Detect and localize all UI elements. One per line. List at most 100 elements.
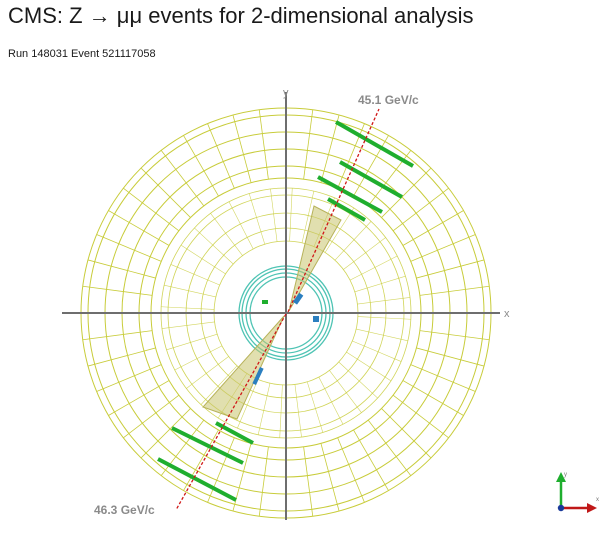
detector-segment (303, 446, 314, 517)
detector-segment (367, 419, 412, 476)
track-momentum-label-upper: 45.1 GeV/c (358, 93, 419, 107)
detector-segment (160, 150, 205, 207)
calorimeter-segment (357, 316, 411, 320)
muon-chamber-hit (339, 160, 403, 199)
detector-segment (140, 408, 191, 459)
track-momentum-label-lower: 46.3 GeV/c (94, 503, 155, 517)
calorimeter-segment (306, 381, 324, 433)
calo-deposit (292, 292, 304, 305)
xy-axes-icon: y x (556, 472, 599, 513)
detector-segment (207, 437, 235, 503)
detector-segment (108, 210, 170, 246)
detector-segment (320, 443, 340, 512)
detector-segment (392, 187, 449, 232)
detector-segment (303, 109, 314, 180)
calorimeter-segment (161, 321, 215, 329)
detector-segment (381, 167, 432, 218)
calorimeter-segment (334, 221, 372, 261)
calorimeter-segment (329, 370, 362, 413)
detector-segment (232, 114, 252, 183)
calorimeter-segment (194, 227, 234, 265)
detector-segment (82, 330, 153, 341)
detector-segment (258, 446, 269, 517)
energy-cone-lower (202, 315, 285, 420)
detector-segment (410, 364, 476, 392)
calorimeter-segment (164, 284, 216, 298)
calo-deposit (313, 316, 319, 322)
muon-chambers (157, 120, 414, 502)
detector-segment (416, 347, 485, 367)
calorimeter-segment (289, 188, 293, 242)
calorimeter-segment (318, 376, 344, 425)
calorimeter-segment (346, 351, 392, 382)
detector-segment (183, 135, 219, 197)
detector-segment (353, 429, 389, 491)
detector-segment (419, 285, 490, 296)
muon-chamber-hit (215, 421, 254, 445)
detector-segment (87, 259, 156, 279)
muon-chamber-hit (327, 197, 366, 222)
calorimeter-segment (352, 340, 402, 362)
detector-segment (410, 234, 476, 262)
calorimeter-segment (161, 306, 215, 310)
calorimeter-segment (186, 356, 229, 389)
calorimeter-segment (324, 207, 355, 253)
muon-track-lower (175, 313, 287, 511)
calorimeter-segment (338, 361, 378, 399)
detector-segment (419, 330, 490, 341)
muon-chamber-hit (157, 457, 237, 502)
detector-segment (140, 167, 191, 218)
calorimeter-segment (357, 297, 411, 305)
detector-segment (96, 234, 162, 262)
calorimeter-segment (270, 188, 278, 242)
calorimeter-segment (170, 264, 220, 286)
calorimeter-segment (174, 345, 223, 371)
svg-text:x: x (596, 497, 599, 503)
detector-segment (402, 380, 464, 416)
detector-segment (337, 437, 365, 503)
svg-text:y: y (564, 472, 567, 478)
calorimeter-segment (279, 384, 283, 438)
calo-deposit (252, 366, 264, 386)
detector-segment (367, 150, 412, 207)
calorimeter-segment (166, 333, 218, 351)
detector-segment (183, 429, 219, 491)
detector-segment (392, 394, 449, 439)
calorimeter-segment (294, 384, 302, 438)
detector-segment (108, 380, 170, 416)
calorimeter-segment (180, 244, 226, 275)
detector-segment (381, 408, 432, 459)
detector-segment (258, 109, 269, 180)
page-title: CMS: Z → μμ events for 2-dimensional ana… (8, 3, 474, 28)
calorimeter-segment (343, 237, 386, 270)
muon-track-upper (287, 108, 380, 313)
detector-segment (87, 347, 156, 367)
detector-segment (207, 123, 235, 189)
detector-segment (337, 123, 365, 189)
muon-chamber-hit (335, 120, 414, 168)
calorimeter-segment (349, 255, 398, 281)
detector-segment (416, 259, 485, 279)
detector-segment (320, 114, 340, 183)
calorimeter-segment (228, 201, 254, 250)
calorimeter-segment (237, 379, 259, 429)
detector-segment (353, 135, 389, 197)
calo-deposit (262, 300, 268, 304)
calorimeter-segment (354, 275, 406, 293)
calorimeter-segment (301, 191, 315, 243)
y-axis-label: y (283, 87, 289, 99)
run-event-label: Run 148031 Event 521117058 (8, 48, 156, 60)
calorimeter-segment (200, 365, 238, 405)
calorimeter-segment (257, 383, 271, 435)
detector-segment (123, 394, 180, 439)
muon-chamber-hit (171, 426, 244, 465)
muon-chamber-hit (317, 175, 383, 214)
detector-segment (402, 210, 464, 246)
calorimeter-segment (248, 193, 266, 245)
detector-segment (160, 419, 205, 476)
calorimeter-segment (210, 213, 243, 256)
x-axis-label: x (504, 308, 510, 320)
calorimeter-segment (356, 328, 408, 342)
detector-segment (82, 285, 153, 296)
